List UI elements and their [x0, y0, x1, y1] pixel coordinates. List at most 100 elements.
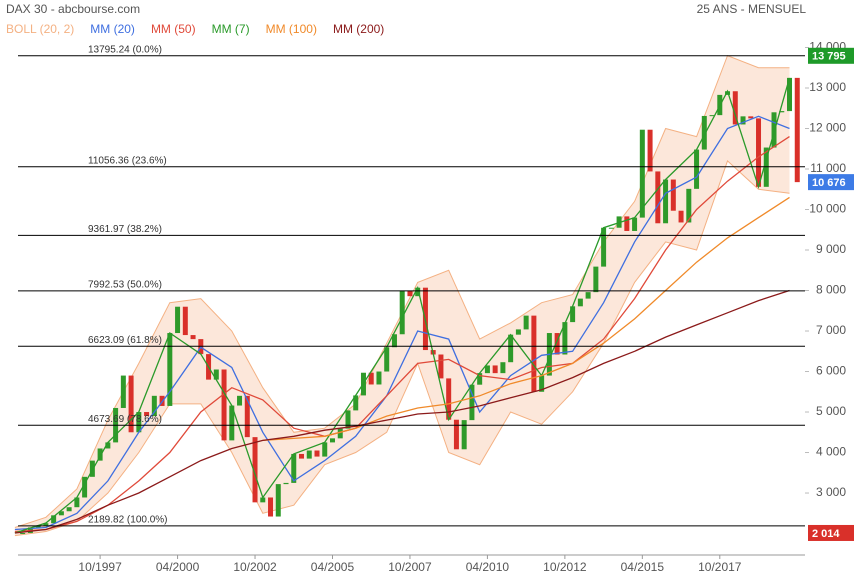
candle [585, 292, 591, 299]
candle [97, 448, 103, 461]
candle [105, 442, 111, 449]
y-tick-label: 5 000 [816, 404, 846, 418]
moving-average [14, 136, 790, 533]
candle [151, 395, 157, 417]
candle [283, 482, 289, 485]
candle [329, 438, 335, 443]
fib-label: 7992.53 (50.0%) [88, 279, 162, 290]
legend: BOLL (20, 2) MM (20) MM (50) MM (7) MM (100)… [6, 22, 384, 36]
candle [66, 507, 72, 512]
candle [670, 179, 676, 211]
candle [539, 375, 545, 392]
candle [593, 266, 599, 293]
candle [624, 216, 630, 231]
y-tick-label: 9 000 [816, 242, 846, 256]
legend-entry: MM (200) [333, 22, 384, 36]
period-label: 25 ANS - MENSUEL [697, 2, 807, 16]
candle [469, 384, 475, 421]
candle [120, 375, 126, 408]
candle [229, 405, 235, 441]
candle [384, 347, 390, 372]
price-tag [808, 174, 854, 191]
candle [213, 369, 219, 380]
candle [771, 112, 777, 148]
candle [508, 334, 514, 363]
candle [368, 372, 374, 385]
y-tick-label: 7 000 [816, 323, 846, 337]
x-tick-label: 10/1997 [78, 560, 122, 574]
candle [221, 369, 227, 441]
candle [655, 171, 661, 224]
candle [252, 437, 258, 503]
candle [639, 129, 645, 218]
fib-label: 6623.09 (61.8%) [88, 335, 162, 346]
candle [577, 298, 583, 307]
candle [82, 476, 88, 498]
moving-average [262, 196, 790, 442]
candle [461, 420, 467, 450]
x-tick-label: 10/2012 [543, 560, 587, 574]
x-tick-label: 10/2002 [233, 560, 277, 574]
x-tick-label: 10/2017 [698, 560, 742, 574]
price-tag-label: 13 795 [812, 51, 846, 63]
candle [407, 290, 413, 297]
price-tag-label: 2 014 [812, 528, 840, 540]
candle [237, 395, 243, 406]
x-tick-label: 04/2005 [311, 560, 355, 574]
candle [314, 450, 320, 457]
price-tag [808, 524, 854, 541]
candle [608, 227, 614, 229]
candle [787, 77, 793, 112]
moving-average [14, 77, 791, 534]
candle [732, 91, 738, 125]
candle [415, 287, 421, 297]
candle [515, 329, 521, 335]
legend-entry: BOLL (20, 2) [6, 22, 74, 36]
y-tick-label: 11 000 [810, 161, 846, 175]
fib-label: 11056.36 (23.6%) [88, 155, 167, 166]
candle [601, 227, 607, 267]
candle [268, 497, 274, 517]
candle [554, 333, 560, 355]
candle [20, 532, 26, 534]
x-tick-label: 10/2007 [388, 560, 432, 574]
candle [167, 333, 173, 406]
y-tick-label: 10 000 [809, 202, 846, 216]
x-tick-label: 04/2010 [466, 560, 510, 574]
fib-label: 9361.97 (38.2%) [88, 224, 162, 235]
x-tick-label: 04/2000 [156, 560, 200, 574]
candle [663, 179, 669, 224]
candle [35, 525, 41, 528]
chart-title: DAX 30 - abcbourse.com [6, 2, 140, 16]
candle [345, 410, 351, 429]
candle [337, 428, 343, 439]
candle [260, 497, 266, 503]
candle [275, 484, 281, 517]
candle [446, 378, 452, 420]
candle [492, 365, 498, 374]
candle [477, 373, 483, 385]
candle [709, 115, 715, 117]
fib-label: 2189.82 (100.0%) [88, 514, 168, 525]
legend-entry: MM (50) [151, 22, 196, 36]
candle [376, 371, 382, 385]
candle [523, 315, 529, 330]
candle [484, 365, 490, 374]
candle [531, 315, 537, 392]
candle [794, 77, 800, 183]
candle [190, 335, 196, 340]
candle [632, 217, 638, 231]
y-tick-label: 12 000 [809, 121, 846, 135]
candle [322, 442, 328, 457]
candle [438, 354, 444, 379]
moving-average [14, 289, 790, 534]
y-tick-label: 13 000 [809, 80, 846, 94]
candle [694, 149, 700, 189]
y-tick-label: 6 000 [816, 364, 846, 378]
candle [562, 322, 568, 355]
candle [686, 188, 692, 223]
candle [570, 306, 576, 323]
candle [43, 523, 49, 526]
candle [299, 453, 305, 459]
bollinger-lower [14, 160, 790, 537]
